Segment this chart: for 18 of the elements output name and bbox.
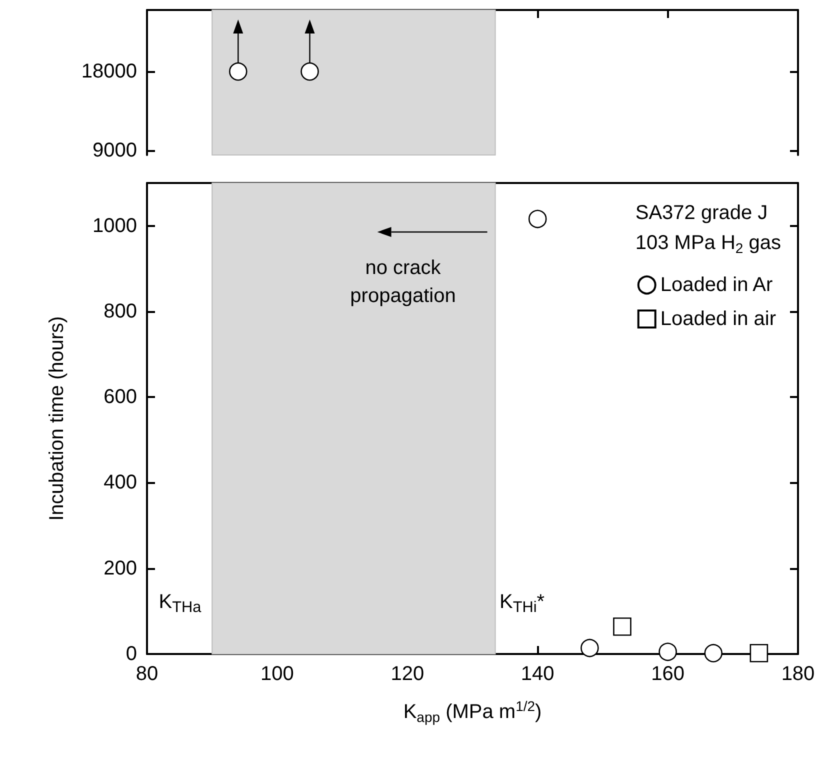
x-tick-label: 80	[136, 663, 158, 685]
y-tick-label: 200	[104, 557, 137, 580]
x-tick-label: 140	[520, 663, 554, 685]
annotation: no crack propagation	[350, 257, 456, 307]
x-tick-label: 180	[781, 663, 815, 685]
y-tick-label: 800	[104, 300, 137, 322]
y-tick-label: 1000	[92, 214, 137, 237]
y-tick-label: 18000	[81, 60, 137, 83]
x-tick-label: 100	[260, 663, 294, 685]
legend-label: Loaded in air	[660, 308, 776, 330]
y-tick-label: 0	[126, 643, 137, 665]
y-axis-title: Incubation time (hours)	[46, 316, 68, 521]
y-tick-label: 9000	[92, 140, 137, 162]
x-tick-label: 160	[651, 663, 684, 685]
x-tick-label: 120	[390, 663, 424, 685]
legend-label: Loaded in Ar	[660, 274, 774, 296]
y-tick-label: 400	[104, 472, 137, 494]
y-tick-label: 600	[104, 386, 137, 408]
